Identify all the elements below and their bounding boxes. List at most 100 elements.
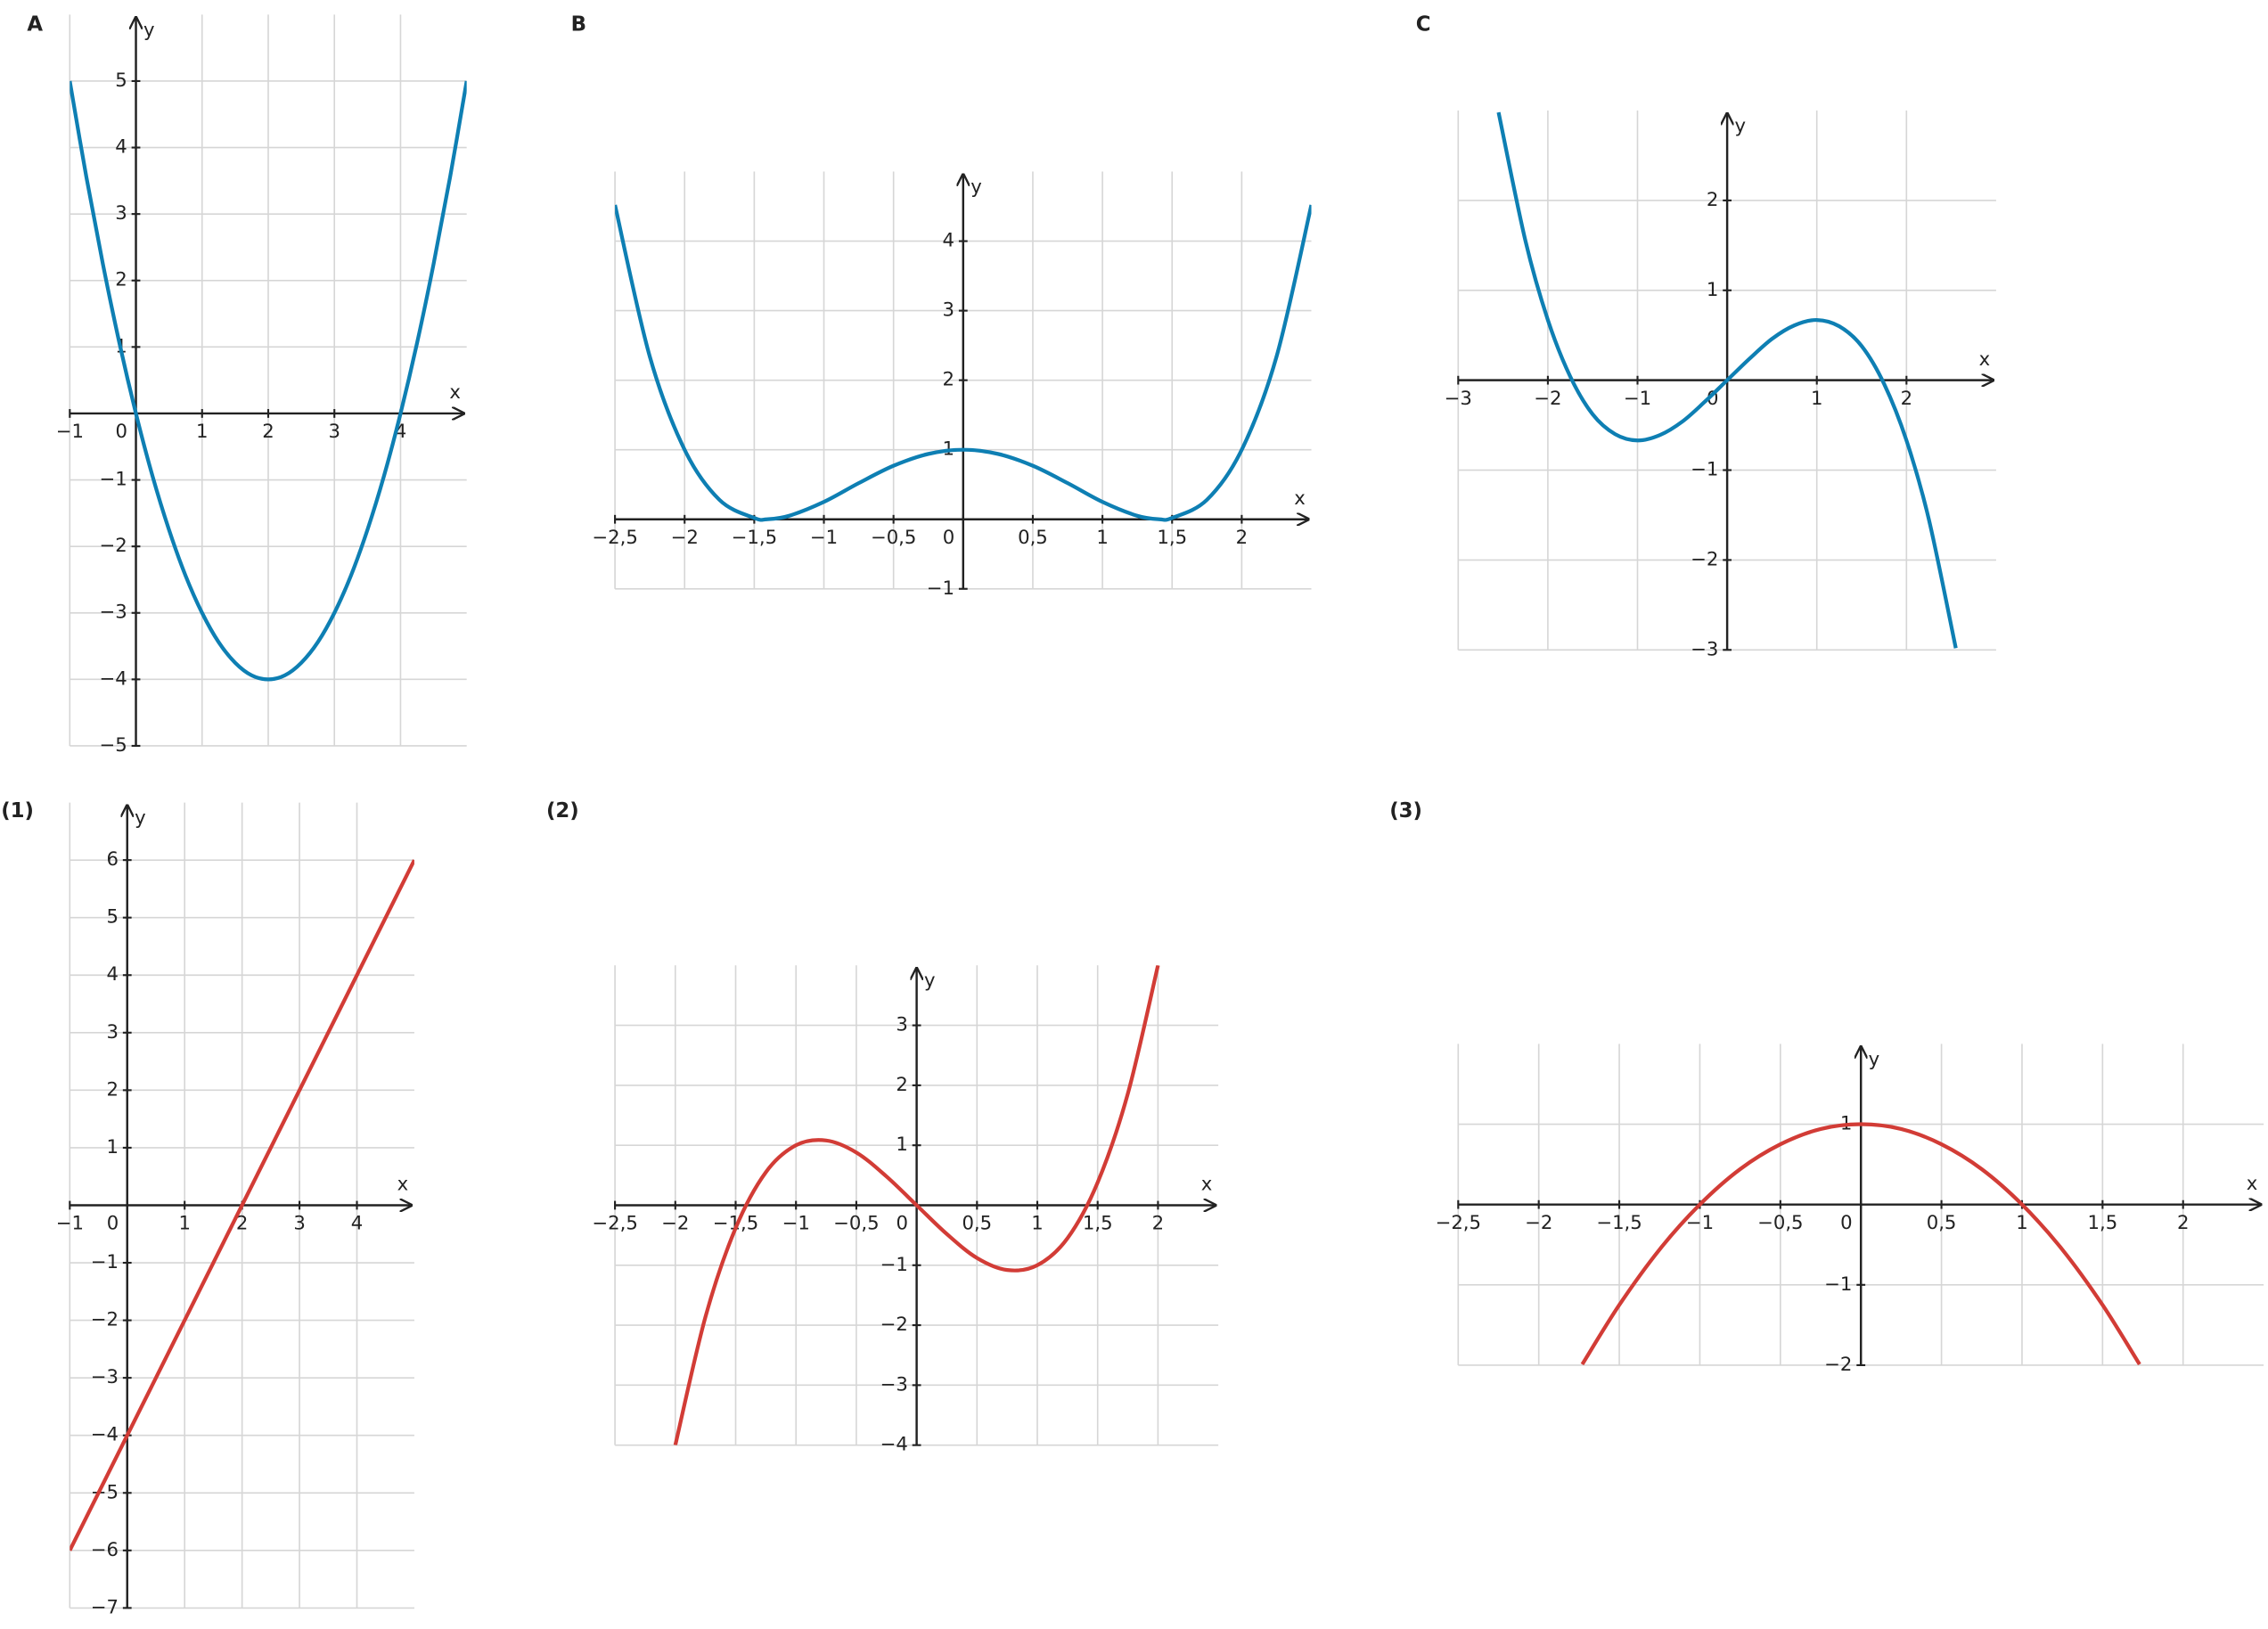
y-tick-label: −1 xyxy=(880,1253,908,1275)
y-tick-label: 3 xyxy=(106,1020,118,1043)
y-tick-label: 2 xyxy=(115,268,127,291)
x-tick-label: −2,5 xyxy=(592,1212,637,1234)
x-tick-label: 4 xyxy=(351,1212,363,1234)
x-tick-label: 2 xyxy=(1236,526,1248,548)
y-tick-label: −7 xyxy=(91,1595,119,1617)
y-tick-label: −5 xyxy=(100,733,127,756)
x-tick-label: 3 xyxy=(293,1212,305,1234)
curve xyxy=(1580,1122,2141,1365)
x-tick-label: 0 xyxy=(115,420,127,442)
x-tick-label: −1 xyxy=(56,1212,84,1234)
panel-label: (2) xyxy=(546,799,579,823)
x-tick-label: −1,5 xyxy=(732,526,777,548)
x-tick-label: −2,5 xyxy=(592,526,637,548)
x-axis-label: x xyxy=(1201,1173,1213,1195)
panel-label: C xyxy=(1416,12,1431,36)
y-tick-label: 3 xyxy=(896,1013,907,1036)
y-tick-label: −4 xyxy=(91,1423,119,1445)
y-tick-label: 1 xyxy=(943,438,954,460)
y-tick-label: 2 xyxy=(943,368,954,390)
y-tick-label: −3 xyxy=(100,601,127,623)
x-tick-label: −0,5 xyxy=(871,526,916,548)
y-tick-label: −2 xyxy=(100,534,127,556)
curve xyxy=(615,204,1312,522)
y-tick-label: −1 xyxy=(91,1250,119,1273)
y-tick-label: 4 xyxy=(115,135,127,158)
x-tick-label: 0 xyxy=(107,1212,119,1234)
x-tick-label: −0,5 xyxy=(1757,1211,1803,1233)
x-tick-label: 1,5 xyxy=(2087,1211,2117,1233)
x-axis-label: x xyxy=(1294,487,1306,509)
y-axis-label: y xyxy=(924,969,936,991)
x-tick-label: −2 xyxy=(671,526,699,548)
y-tick-label: 1 xyxy=(1840,1112,1852,1134)
y-tick-label: 6 xyxy=(106,847,118,870)
x-tick-label: 2 xyxy=(262,420,274,442)
x-tick-label: 1 xyxy=(1031,1212,1043,1234)
y-axis-label: y xyxy=(1869,1047,1880,1069)
y-tick-label: 1 xyxy=(106,1135,118,1158)
y-axis-label: y xyxy=(1735,114,1747,136)
x-tick-label: 1,5 xyxy=(1157,526,1187,548)
x-tick-label: 1 xyxy=(2016,1211,2027,1233)
x-tick-label: 0,5 xyxy=(1927,1211,1957,1233)
x-tick-label: −3 xyxy=(1445,387,1472,409)
x-tick-label: 0,5 xyxy=(962,1212,992,1234)
curve xyxy=(70,859,414,1551)
plot: Bx y −2,5 −2 −1,5 −1 −0,5 0 0,5 1 1,5 2 −1 1 2 3 4 xyxy=(571,12,1312,599)
y-axis-label: y xyxy=(135,806,146,829)
y-axis-label: y xyxy=(143,18,155,40)
y-tick-label: 2 xyxy=(896,1073,907,1095)
y-tick-label: −1 xyxy=(1824,1273,1852,1295)
y-tick-label: −3 xyxy=(1691,637,1718,659)
x-tick-label: 1,5 xyxy=(1083,1212,1113,1234)
x-axis-label: x xyxy=(2247,1172,2258,1194)
x-axis-label: x xyxy=(449,381,461,403)
curve xyxy=(673,965,1160,1445)
y-tick-label: 5 xyxy=(115,69,127,91)
y-tick-label: 1 xyxy=(1707,278,1718,300)
y-tick-label: −1 xyxy=(100,468,127,490)
x-tick-label: −1,5 xyxy=(1596,1211,1642,1233)
x-axis-label: x xyxy=(1979,348,1991,370)
x-tick-label: −1 xyxy=(56,420,84,442)
curve xyxy=(70,80,467,682)
y-tick-label: 5 xyxy=(106,905,118,928)
plot: (3)xy−2,5 −2 −1,5 −1 −0,5 0 0,5 1 1,5 2−2−11 xyxy=(1389,799,2264,1375)
y-axis-label: y xyxy=(970,175,982,197)
y-tick-label: −2 xyxy=(880,1313,908,1335)
x-tick-label: −2,5 xyxy=(1436,1211,1481,1233)
x-tick-label: 2 xyxy=(236,1212,248,1234)
plot: Cxy−3 −2 −1 0 1 2−3−2−112 xyxy=(1416,12,1996,659)
y-tick-label: 1 xyxy=(896,1133,907,1155)
x-axis-label: x xyxy=(397,1173,409,1195)
y-tick-label: −4 xyxy=(880,1433,908,1455)
y-tick-label: −2 xyxy=(1824,1353,1852,1375)
x-tick-label: −2 xyxy=(661,1212,689,1234)
x-tick-label: 1 xyxy=(1811,387,1822,409)
panel-label: (1) xyxy=(1,799,34,823)
x-tick-label: −2 xyxy=(1525,1211,1552,1233)
y-tick-label: 3 xyxy=(115,201,127,224)
y-tick-label: 3 xyxy=(943,299,954,321)
x-tick-label: −1 xyxy=(782,1212,810,1234)
y-tick-label: 2 xyxy=(106,1077,118,1100)
y-tick-label: −1 xyxy=(927,577,954,599)
y-tick-label: −6 xyxy=(91,1538,119,1560)
x-tick-label: 0 xyxy=(897,1212,908,1234)
y-tick-label: −3 xyxy=(91,1365,119,1388)
y-tick-label: 4 xyxy=(106,962,118,985)
plot: (2)xy−2,5 −2 −1,5 −1 −0,5 0 0,5 1 1,5 2−4−3−2−112… xyxy=(546,799,1219,1455)
x-tick-label: 0,5 xyxy=(1018,526,1048,548)
y-tick-label: −2 xyxy=(91,1308,119,1330)
x-tick-label: 0 xyxy=(943,526,954,548)
panel-label: B xyxy=(571,12,586,36)
y-tick-label: −2 xyxy=(1691,547,1718,569)
x-tick-label: 3 xyxy=(328,420,340,442)
curve xyxy=(1496,111,1958,649)
x-tick-label: 1 xyxy=(178,1212,190,1234)
x-tick-label: 0 xyxy=(1840,1211,1852,1233)
